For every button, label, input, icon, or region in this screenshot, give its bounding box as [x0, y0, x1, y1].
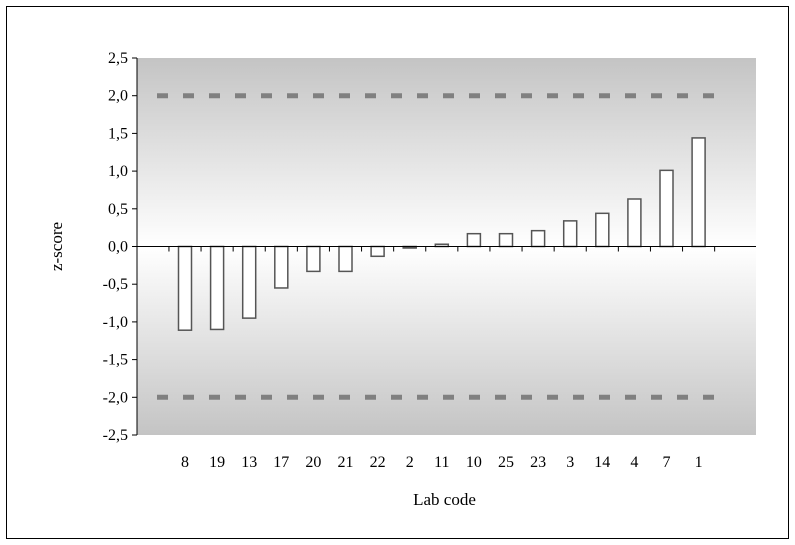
x-tick-label: 10: [466, 454, 482, 471]
bar-lab-14: [595, 212, 610, 248]
x-tick-label: 4: [630, 454, 638, 471]
x-tick-label: 21: [338, 454, 354, 471]
bar-lab-22: [370, 245, 385, 258]
y-tick-label: -0,5: [103, 276, 128, 293]
bar-lab-10: [466, 232, 482, 248]
y-tick-label: -1,0: [103, 314, 128, 331]
y-tick-label: 2,5: [108, 50, 128, 67]
x-tick-label: 3: [566, 454, 574, 471]
bar-lab-4: [627, 198, 642, 248]
x-axis-title: Lab code: [413, 490, 476, 509]
x-tick-label: 22: [370, 454, 386, 471]
y-tick-label: 1,0: [108, 163, 128, 180]
x-tick-label: 17: [273, 454, 289, 471]
y-tick-label: -1,5: [103, 352, 128, 369]
y-ticks-group: 2,5 2,0 1,5 1,0 0,5 0,0 -0,5 -1,0 -1,5 -2,0 -2,5: [103, 50, 137, 444]
x-tick-label: 14: [594, 454, 610, 471]
bar-lab-17: [274, 245, 289, 289]
y-tick-label: -2,0: [103, 389, 128, 406]
x-tick-label: 2: [406, 454, 414, 471]
x-tick-label: 7: [663, 454, 671, 471]
bar-lab-25: [498, 232, 514, 248]
x-tick-label: 20: [305, 454, 321, 471]
z-score-bar-chart: 2,5 2,0 1,5 1,0 0,5 0,0 -0,5 -1,0 -1,5 -2,0 -2,5 8…: [47, 50, 756, 509]
y-tick-label: 1,5: [108, 125, 128, 142]
x-tick-label: 1: [695, 454, 703, 471]
bar-lab-7: [659, 169, 674, 248]
y-tick-label: 2,0: [108, 88, 128, 105]
bar-lab-23: [530, 229, 546, 248]
x-ticks-group: 8 19 13 17 20 21 22 2 11 10 25 23 3 14 4 7 1: [168, 246, 716, 471]
chart-frame: 2,5 2,0 1,5 1,0 0,5 0,0 -0,5 -1,0 -1,5 -2,0 -2,5 8…: [6, 6, 789, 539]
y-tick-label: 0,5: [108, 201, 128, 218]
bar-lab-3: [562, 220, 578, 248]
bar-lab-8: [177, 245, 193, 331]
y-tick-label: 0,0: [108, 239, 128, 256]
bar-lab-1: [691, 137, 706, 248]
bar-lab-20: [306, 245, 321, 273]
x-tick-label: 11: [434, 454, 449, 471]
y-tick-label: -2,5: [103, 427, 128, 444]
x-tick-label: 13: [241, 454, 257, 471]
reference-lines: [157, 93, 726, 400]
y-axis-title: z-score: [47, 222, 66, 271]
x-tick-label: 25: [498, 454, 514, 471]
bar-lab-13: [241, 245, 257, 319]
x-tick-label: 19: [209, 454, 225, 471]
bar-lab-21: [338, 245, 353, 273]
x-tick-label: 23: [530, 454, 546, 471]
x-tick-label: 8: [181, 454, 189, 471]
bar-lab-19: [209, 245, 225, 331]
